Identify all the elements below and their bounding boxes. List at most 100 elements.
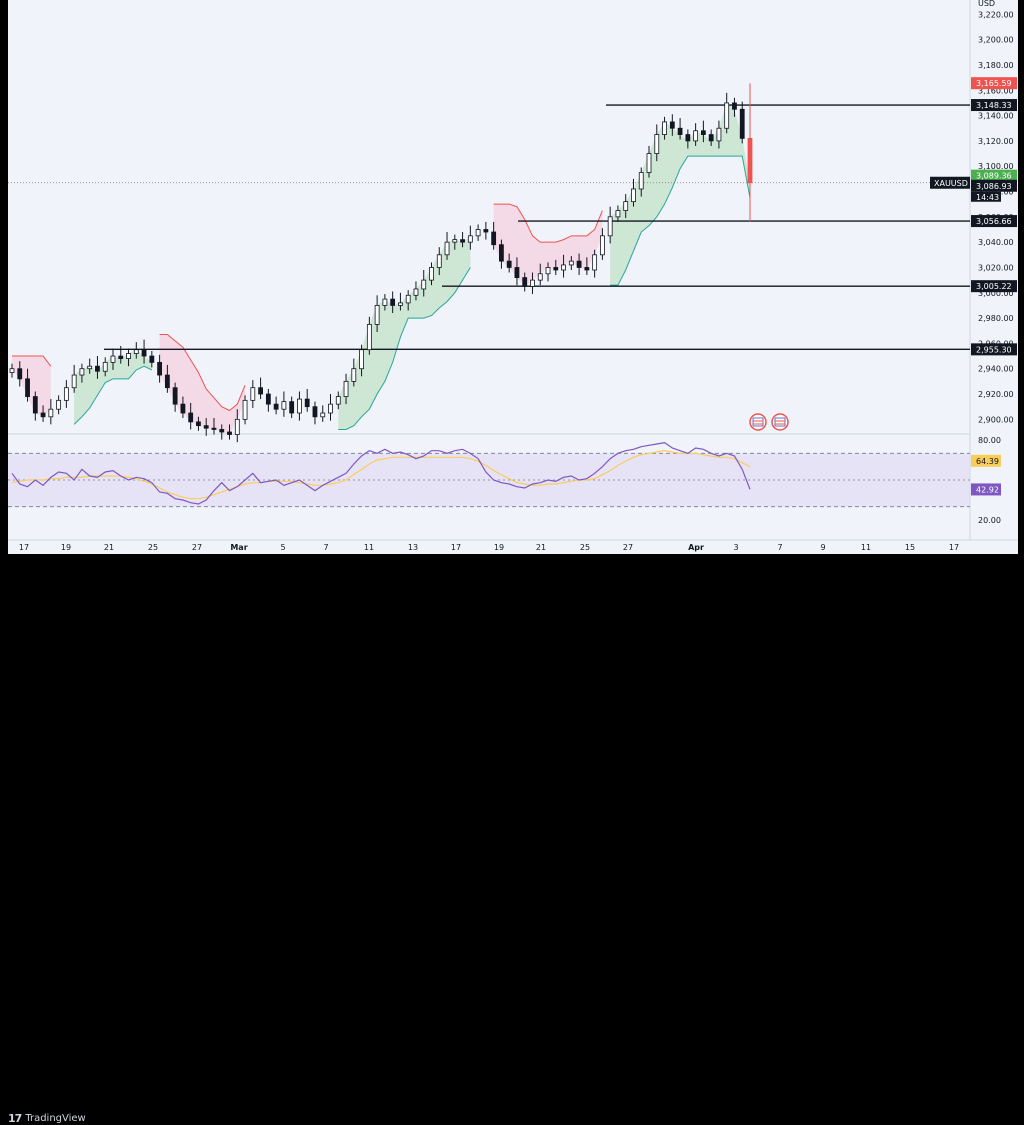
time-tick-label: 5	[280, 543, 285, 552]
level-lines[interactable]	[8, 104, 970, 351]
event-markers[interactable]	[749, 413, 789, 431]
support-zone-3	[610, 102, 750, 286]
candle-body	[429, 267, 434, 281]
resist-zone-2-line	[159, 334, 246, 412]
countdown-bg	[971, 191, 1001, 202]
candle-body	[265, 393, 271, 405]
candle-body	[600, 235, 605, 256]
currency-label: USD	[978, 0, 995, 8]
price-tag[interactable]: 3,165.59	[971, 77, 1017, 90]
price-tick-label: 3,200.00	[978, 36, 1014, 45]
candle-body	[95, 365, 100, 372]
price-tag[interactable]: 3,148.33	[971, 99, 1017, 112]
time-tick-label: 3	[733, 543, 738, 552]
price-tick-label: 2,920.00	[978, 390, 1014, 399]
time-axis[interactable]: 17 19 21 25 27 Mar 5 7 11 13 17 19 21 25 27 Apr 3 7 9 11 15 1…	[19, 543, 959, 552]
price-tag[interactable]: 3,089.36	[971, 169, 1017, 182]
time-tick-label: 21	[104, 543, 114, 552]
price-tag[interactable]: 3,005.22	[971, 280, 1017, 293]
price-tag-bg	[971, 343, 1017, 356]
us-flag-event-icon[interactable]	[749, 413, 767, 431]
price-axis[interactable]: 3,220.00 3,200.00 3,180.00 3,160.00 3,140.00…	[930, 0, 1017, 525]
price-tag-label: 3,165.59	[976, 79, 1012, 88]
candle-body	[732, 102, 737, 110]
candle-body	[157, 361, 163, 376]
candle-body	[584, 267, 590, 271]
candle-body	[382, 298, 388, 306]
chart-svg[interactable]: 3,220.00 3,200.00 3,180.00 3,160.00 3,140.00…	[8, 0, 1018, 554]
price-tag-bg	[971, 280, 1017, 293]
candle-body	[467, 235, 473, 243]
time-tick-label: 11	[364, 543, 374, 552]
price-candles	[9, 83, 753, 443]
candle-body	[180, 403, 186, 414]
time-tick-label: 11	[861, 543, 871, 552]
candle-body	[56, 399, 62, 410]
candle-body	[499, 244, 504, 262]
candle-body	[592, 254, 598, 271]
countdown-label: 14:43	[976, 193, 999, 202]
candle-body	[17, 368, 23, 380]
time-tick-label: 25	[580, 543, 590, 552]
tradingview-logo[interactable]: 17 TradingView	[8, 1112, 86, 1125]
resist-zone-3	[493, 204, 603, 287]
candle-body	[700, 130, 706, 135]
rsi-tick-label: 80.00	[978, 436, 1001, 445]
price-tag[interactable]: 2,955.30	[971, 343, 1017, 356]
candle-body	[273, 403, 279, 410]
candle-body	[436, 254, 442, 268]
candle-body	[623, 201, 629, 211]
tradingview-logo-text: TradingView	[25, 1113, 86, 1124]
price-tag-bg	[971, 215, 1017, 228]
candle-body	[475, 229, 481, 237]
us-flag-event-icon[interactable]	[771, 413, 789, 431]
time-tick-label: 19	[494, 543, 504, 552]
candle-body	[506, 260, 512, 268]
rsi-line	[11, 442, 751, 505]
candle-body	[196, 421, 201, 427]
time-tick-label: 17	[19, 543, 29, 552]
price-tick-label: 3,220.00	[978, 10, 1014, 19]
candle-body	[250, 387, 256, 401]
candle-body	[615, 210, 621, 218]
symbol-tag[interactable]: XAUUSD	[930, 176, 970, 189]
candle-body	[654, 134, 660, 154]
time-tick-label: 9	[820, 543, 825, 552]
price-tick-label: 3,100.00	[978, 162, 1014, 171]
support-zone-3-line	[610, 155, 751, 286]
candle-body	[258, 387, 263, 395]
candle-body	[693, 130, 699, 142]
candle-body	[164, 374, 170, 389]
flag-body	[774, 417, 786, 427]
supertrend-zones	[12, 102, 751, 435]
price-tag-label: 2,955.30	[976, 345, 1012, 354]
support-zone-1-line	[73, 365, 153, 425]
candle-body	[133, 349, 139, 354]
time-tick-label: 19	[61, 543, 71, 552]
candle-body	[304, 398, 310, 408]
time-tick-label: 27	[623, 543, 633, 552]
time-tick-label: Apr	[688, 543, 704, 552]
candle-body	[716, 127, 722, 142]
price-tag-bg	[971, 77, 1017, 90]
candle-body	[141, 349, 147, 357]
candle-body	[219, 429, 225, 433]
candle-body	[172, 387, 178, 405]
candle-body	[553, 267, 559, 271]
time-tick-label: 25	[148, 543, 158, 552]
candle-body	[522, 277, 528, 287]
candle-body	[335, 396, 341, 405]
candle-body	[118, 355, 124, 359]
time-tick-label: 17	[949, 543, 959, 552]
candle-body	[576, 260, 582, 268]
rsi-pane	[8, 442, 970, 508]
candle-body	[242, 399, 248, 420]
support-zone-1	[74, 349, 152, 425]
rsi-tag: 42.92	[971, 483, 1001, 496]
price-tick-label: 3,160.00	[978, 86, 1014, 95]
price-tag[interactable]: 3,086.93	[971, 179, 1017, 192]
candle-body	[646, 153, 652, 173]
chart-panel[interactable]: 3,220.00 3,200.00 3,180.00 3,160.00 3,140.00…	[8, 0, 1018, 554]
candle-body	[211, 427, 217, 430]
price-tag[interactable]: 3,056.66	[971, 215, 1017, 228]
